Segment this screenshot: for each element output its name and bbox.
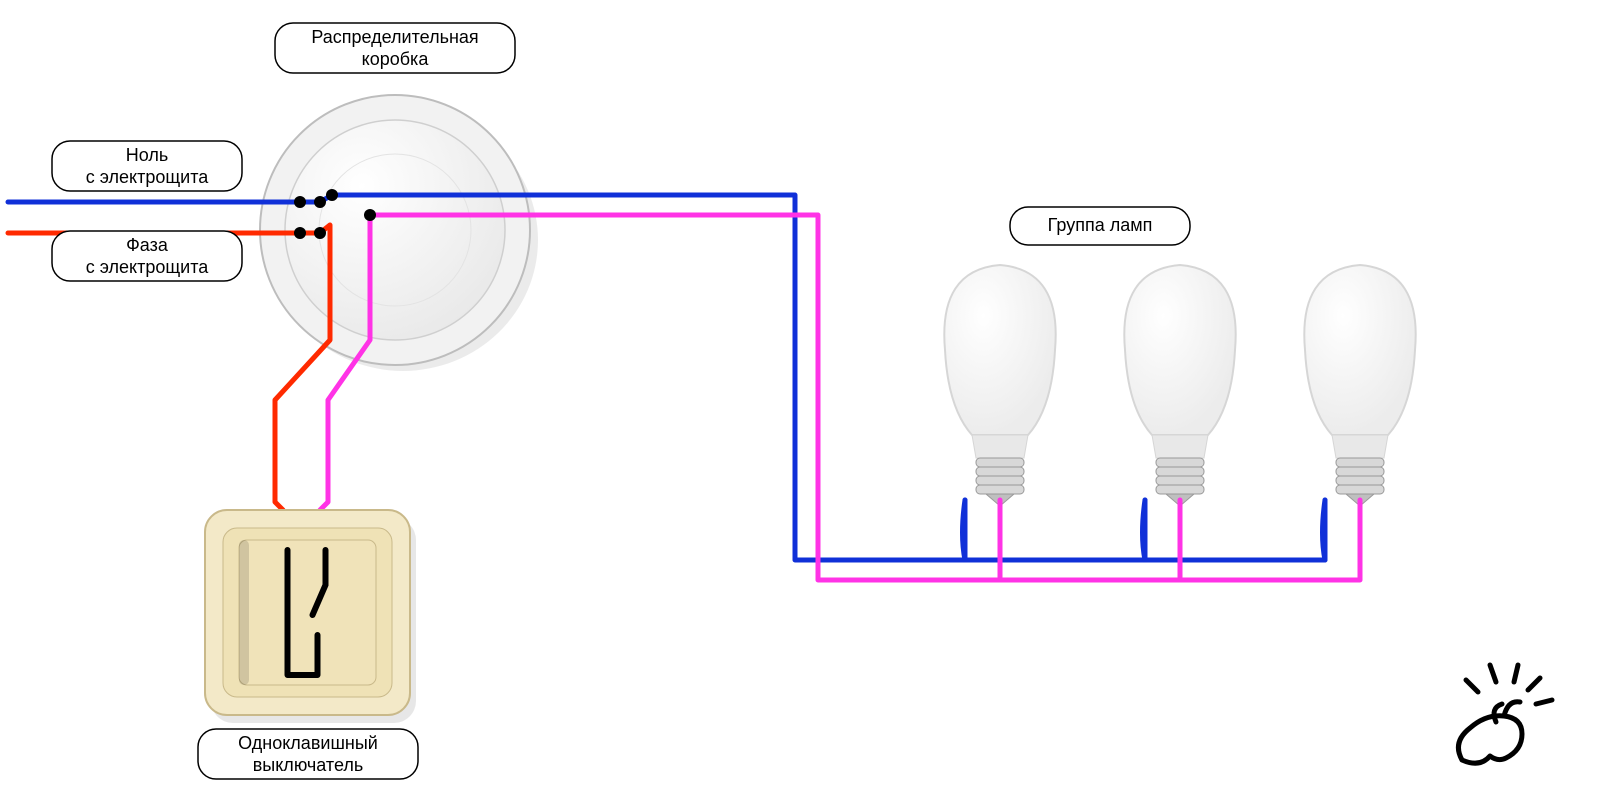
wall-switch: [205, 510, 416, 723]
junction-dot: [326, 189, 338, 201]
svg-text:Фаза: Фаза: [126, 235, 169, 255]
junction-dot: [314, 227, 326, 239]
lamps: Группа ламп: [1010, 207, 1190, 245]
svg-text:Распределительная: Распределительная: [311, 27, 478, 47]
switch: Одноклавишныйвыключатель: [198, 729, 418, 779]
junction-dot: [294, 227, 306, 239]
svg-text:коробка: коробка: [362, 49, 430, 69]
logo-icon: [1458, 665, 1552, 763]
svg-text:Ноль: Ноль: [126, 145, 169, 165]
junction-dot: [364, 209, 376, 221]
junction-dot: [294, 196, 306, 208]
neutral: Нольс электрощита: [52, 141, 242, 191]
junction-dot: [314, 196, 326, 208]
svg-text:выключатель: выключатель: [253, 755, 364, 775]
svg-text:с электрощита: с электрощита: [86, 167, 210, 187]
svg-text:Одноклавишный: Одноклавишный: [238, 733, 378, 753]
wire-neutral-tail: [1323, 500, 1326, 560]
svg-text:Группа ламп: Группа ламп: [1048, 215, 1153, 235]
wire-neutral-tail: [1143, 500, 1146, 560]
bulb: [944, 265, 1055, 506]
phase: Фазас электрощита: [52, 231, 242, 281]
bulb: [1304, 265, 1415, 506]
svg-text:с электрощита: с электрощита: [86, 257, 210, 277]
bulb: [1124, 265, 1235, 506]
wire-neutral-tail: [963, 500, 966, 560]
junction_box: Распределительнаякоробка: [275, 23, 515, 73]
